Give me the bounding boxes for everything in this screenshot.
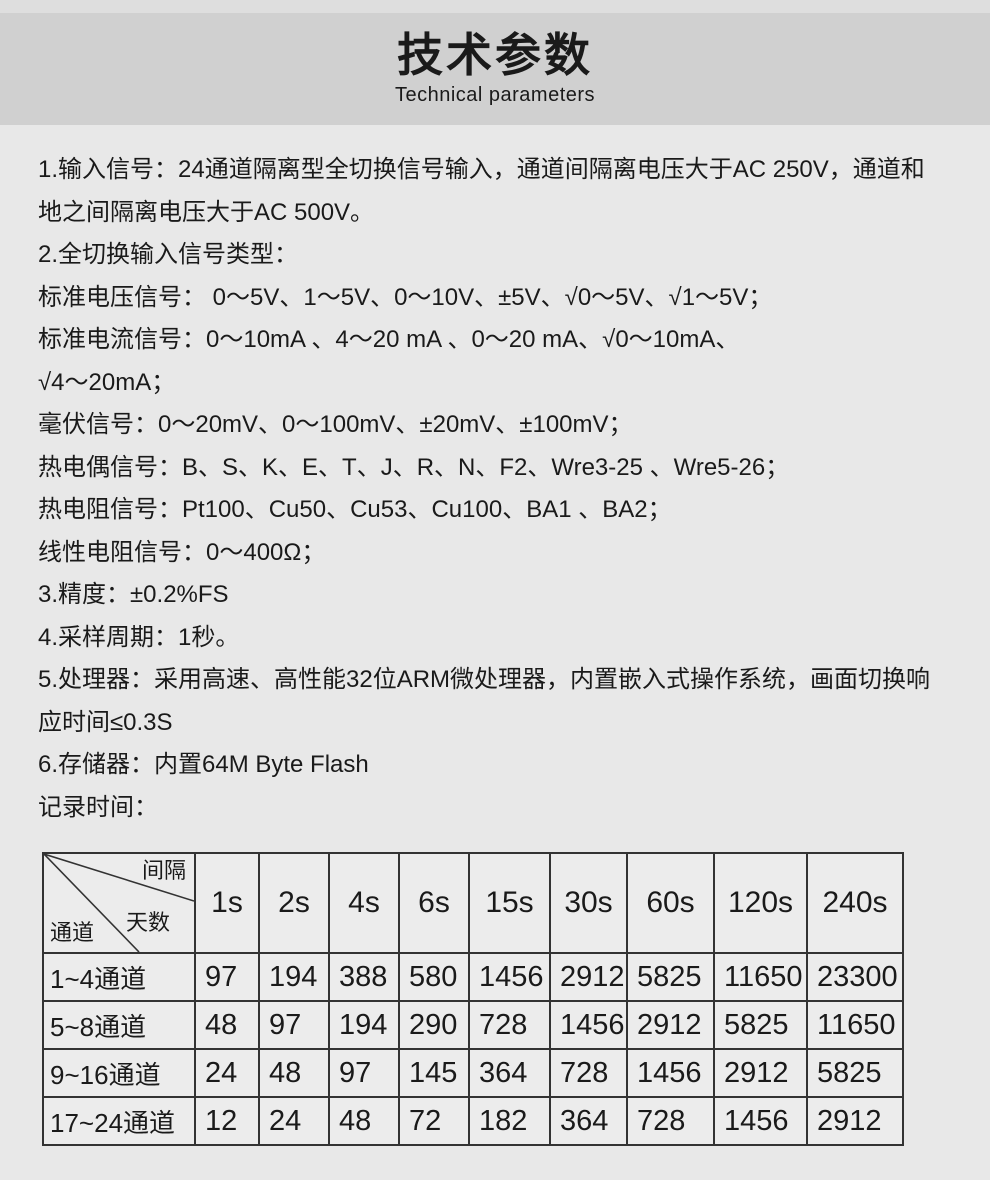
top-strip [0, 0, 990, 13]
spec-line: 6.存储器：内置64M Byte Flash [38, 751, 369, 778]
table-cell: 728 [626, 1096, 715, 1146]
spec-line: 记录时间： [38, 793, 158, 821]
column-header-6s: 6s [398, 852, 470, 954]
table-cell: 580 [398, 952, 470, 1002]
spec-line: 标准电压信号： 0～5V、1～5V、0～10V、±5V、√0～5V、√1～5V； [38, 283, 773, 311]
table-cell: 728 [468, 1000, 551, 1050]
table-cell: 388 [328, 952, 400, 1002]
table-cell: 1456 [549, 1000, 628, 1050]
spec-line: 地之间隔离电压大于AC 500V。 [38, 198, 375, 226]
table-cell: 24 [258, 1096, 330, 1146]
spec-line: 4.采样周期：1秒。 [38, 623, 240, 651]
row-label: 17~24通道 [42, 1096, 196, 1146]
column-header-30s: 30s [549, 852, 628, 954]
table-cell: 5825 [713, 1000, 808, 1050]
corner-diagonal-lines [45, 855, 193, 951]
corner-label-channel: 通道 [50, 920, 95, 945]
table-cell: 194 [258, 952, 330, 1002]
table-cell: 194 [328, 1000, 400, 1050]
table-corner-cell: 间隔 天数 通道 [42, 852, 196, 954]
table-cell: 97 [328, 1048, 400, 1098]
table-cell: 1456 [713, 1096, 808, 1146]
table-cell: 72 [398, 1096, 470, 1146]
table-row: 5~8通道 48 97 194 290 728 1456 2912 5825 1… [42, 1000, 904, 1050]
table-cell: 48 [258, 1048, 330, 1098]
table-cell: 1456 [626, 1048, 715, 1098]
record-time-table: 间隔 天数 通道 1s 2s 4s 6s 15s 30s 60s 120s 24… [42, 852, 904, 1146]
table-cell: 97 [258, 1000, 330, 1050]
table-cell: 1456 [468, 952, 551, 1002]
spec-line: 3.精度：±0.2%FS [38, 581, 229, 608]
column-header-4s: 4s [328, 852, 400, 954]
page-title: 技术参数 [397, 29, 593, 81]
table-cell: 728 [549, 1048, 628, 1098]
spec-line: 热电偶信号：B、S、K、E、T、J、R、N、F2、Wre3-25 、Wre5-2… [38, 453, 790, 481]
table-cell: 2912 [713, 1048, 808, 1098]
table-cell: 364 [468, 1048, 551, 1098]
table-cell: 97 [194, 952, 260, 1002]
column-header-15s: 15s [468, 852, 551, 954]
table-cell: 2912 [626, 1000, 715, 1050]
table-cell: 48 [194, 1000, 260, 1050]
column-header-60s: 60s [626, 852, 715, 954]
table-row: 17~24通道 12 24 48 72 182 364 728 1456 291… [42, 1096, 904, 1146]
table-cell: 23300 [806, 952, 904, 1002]
row-label: 5~8通道 [42, 1000, 196, 1050]
table-cell: 24 [194, 1048, 260, 1098]
table-cell: 11650 [713, 952, 808, 1002]
column-header-120s: 120s [713, 852, 808, 954]
spec-line: 标准电流信号：0～10mA 、4～20 mA 、0～20 mA、√0～10mA、 [38, 326, 740, 353]
table-cell: 290 [398, 1000, 470, 1050]
column-header-240s: 240s [806, 852, 904, 954]
table-cell: 145 [398, 1048, 470, 1098]
table-cell: 11650 [806, 1000, 904, 1050]
spec-line: 线性电阻信号：0～400Ω； [38, 538, 326, 566]
spec-line: 应时间≤0.3S [38, 708, 173, 736]
table-row: 9~16通道 24 48 97 145 364 728 1456 2912 58… [42, 1048, 904, 1098]
table-cell: 12 [194, 1096, 260, 1146]
table-cell: 364 [549, 1096, 628, 1146]
spec-line: 热电阻信号：Pt100、Cu50、Cu53、Cu100、BA1 、BA2； [38, 496, 672, 523]
spec-line: 1.输入信号：24通道隔离型全切换信号输入，通道间隔离电压大于AC 250V，通… [38, 156, 925, 183]
corner-label-days: 天数 [125, 910, 170, 935]
corner-label-interval: 间隔 [141, 858, 186, 883]
column-header-2s: 2s [258, 852, 330, 954]
spec-line: 2.全切换输入信号类型： [38, 241, 299, 268]
table-cell: 5825 [806, 1048, 904, 1098]
page-subtitle: Technical parameters [394, 84, 596, 106]
spec-line: 毫伏信号：0～20mV、0～100mV、±20mV、±100mV； [38, 411, 633, 438]
table-cell: 2912 [806, 1096, 904, 1146]
table-cell: 5825 [626, 952, 715, 1002]
table-cell: 48 [328, 1096, 400, 1146]
spec-line: √4～20mA； [38, 368, 176, 396]
table-row: 1~4通道 97 194 388 580 1456 2912 5825 1165… [42, 952, 904, 1002]
table-header-row: 间隔 天数 通道 1s 2s 4s 6s 15s 30s 60s 120s 24… [42, 852, 904, 954]
row-label: 1~4通道 [42, 952, 196, 1002]
page-header: 技术参数 Technical parameters [0, 13, 990, 125]
spec-text-block: 1.输入信号：24通道隔离型全切换信号输入，通道间隔离电压大于AC 250V，通… [0, 125, 990, 1146]
table-cell: 2912 [549, 952, 628, 1002]
column-header-1s: 1s [194, 852, 260, 954]
table-cell: 182 [468, 1096, 551, 1146]
spec-line: 5.处理器：采用高速、高性能32位ARM微处理器，内置嵌入式操作系统，画面切换响 [38, 666, 931, 693]
row-label: 9~16通道 [42, 1048, 196, 1098]
